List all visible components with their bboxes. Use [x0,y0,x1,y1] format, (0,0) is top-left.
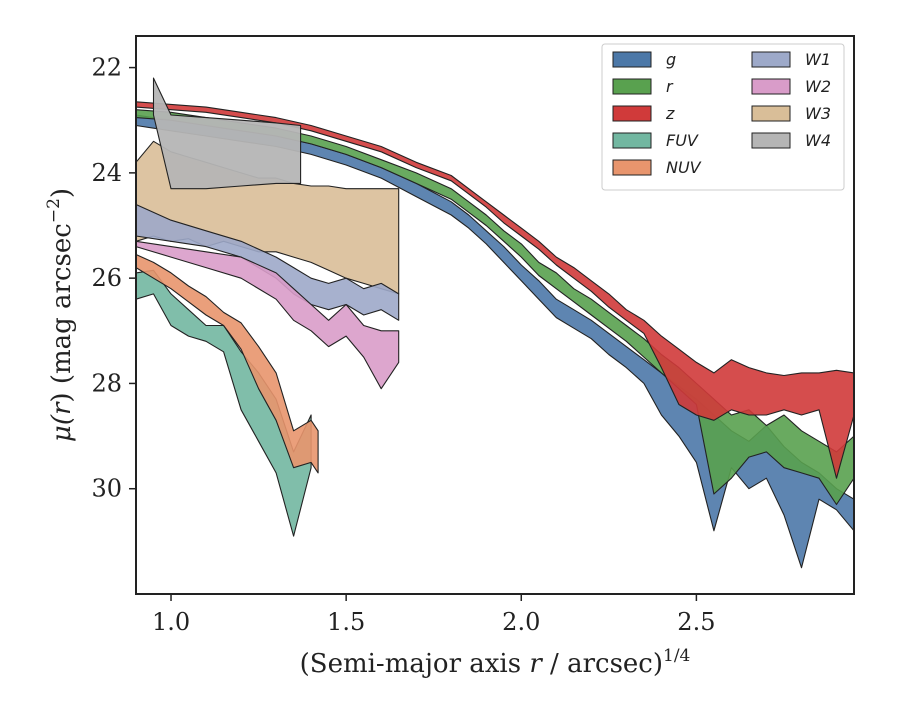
y-tick-label: 24 [91,159,122,187]
legend-label-r: r [666,77,674,96]
legend-label-w3: W3 [805,104,831,123]
legend-swatch-w2 [751,78,791,95]
legend-swatch-w3 [751,105,791,122]
x-tick-label: 2.5 [677,608,715,636]
legend-label-nuv: NUV [666,158,702,177]
series-band-nuv [135,253,319,474]
legend: grz FUV NUV W1 W2 W3 W4 [601,43,845,191]
legend-label-w2: W2 [805,77,831,96]
y-axis-label: μ(r) (mag arcsec−2) [44,188,77,442]
y-tick-label: 28 [91,369,122,397]
legend-label-g: g [666,50,676,69]
legend-label-w1: W1 [805,50,831,69]
series-band-w2 [135,240,400,390]
legend-swatch-w4 [751,132,791,149]
y-axis-ticks: 22 24 26 28 30 [91,54,136,503]
x-axis-ticks: 1.0 1.5 2.0 2.5 [152,594,715,636]
x-tick-label: 2.0 [502,608,540,636]
legend-label-z: z [665,104,675,123]
y-tick-label: 30 [91,475,122,503]
x-axis-label: (Semi-major axis r / arcsec)1/4 [300,646,691,679]
series-band-w4 [152,77,302,190]
legend-swatch-nuv [612,159,652,176]
y-tick-label: 26 [91,264,122,292]
legend-swatch-z [612,105,652,122]
legend-swatch-r [612,78,652,95]
x-tick-label: 1.0 [152,608,190,636]
legend-label-w4: W4 [805,131,831,150]
legend-label-fuv: FUV [666,131,699,150]
plot-frame [135,35,855,595]
y-tick-label: 22 [91,54,122,82]
legend-swatch-fuv [612,132,652,149]
legend-swatch-w1 [751,51,791,68]
legend-swatch-g [612,51,652,68]
x-tick-label: 1.5 [327,608,365,636]
